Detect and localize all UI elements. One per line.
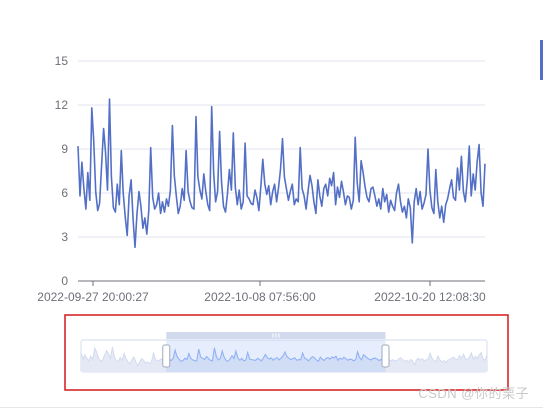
zoom-highlight-box: [64, 314, 509, 391]
y-tick-label: 0: [61, 274, 68, 288]
data-zoom-slider[interactable]: [80, 332, 488, 373]
y-tick-label: 12: [55, 98, 69, 112]
y-tick-label: 3: [61, 230, 68, 244]
zoom-end-handle[interactable]: [381, 344, 390, 368]
zoom-selected-range[interactable]: [166, 340, 386, 372]
y-tick-label: 15: [55, 54, 69, 68]
series-group: [77, 98, 486, 249]
zoom-start-handle[interactable]: [162, 344, 171, 368]
watermark-text: CSDN @你的栗子: [418, 386, 529, 401]
y-tick-label: 6: [61, 186, 68, 200]
bottom-divider: [0, 407, 543, 408]
y-tick-label: 9: [61, 142, 68, 156]
scrollbar-accent: [540, 40, 543, 80]
y-axis: 0 3 6 9 12 15: [55, 54, 69, 288]
x-axis: 2022-09-27 20:00:27 2022-10-08 07:56:00 20…: [37, 280, 486, 304]
x-tick-label: 2022-10-20 12:08:30: [374, 290, 486, 304]
x-tick-label: 2022-10-08 07:56:00: [204, 290, 316, 304]
zoom-selected-line: [166, 347, 386, 363]
x-tick-label: 2022-09-27 20:00:27: [37, 290, 149, 304]
series-line: [77, 98, 486, 249]
